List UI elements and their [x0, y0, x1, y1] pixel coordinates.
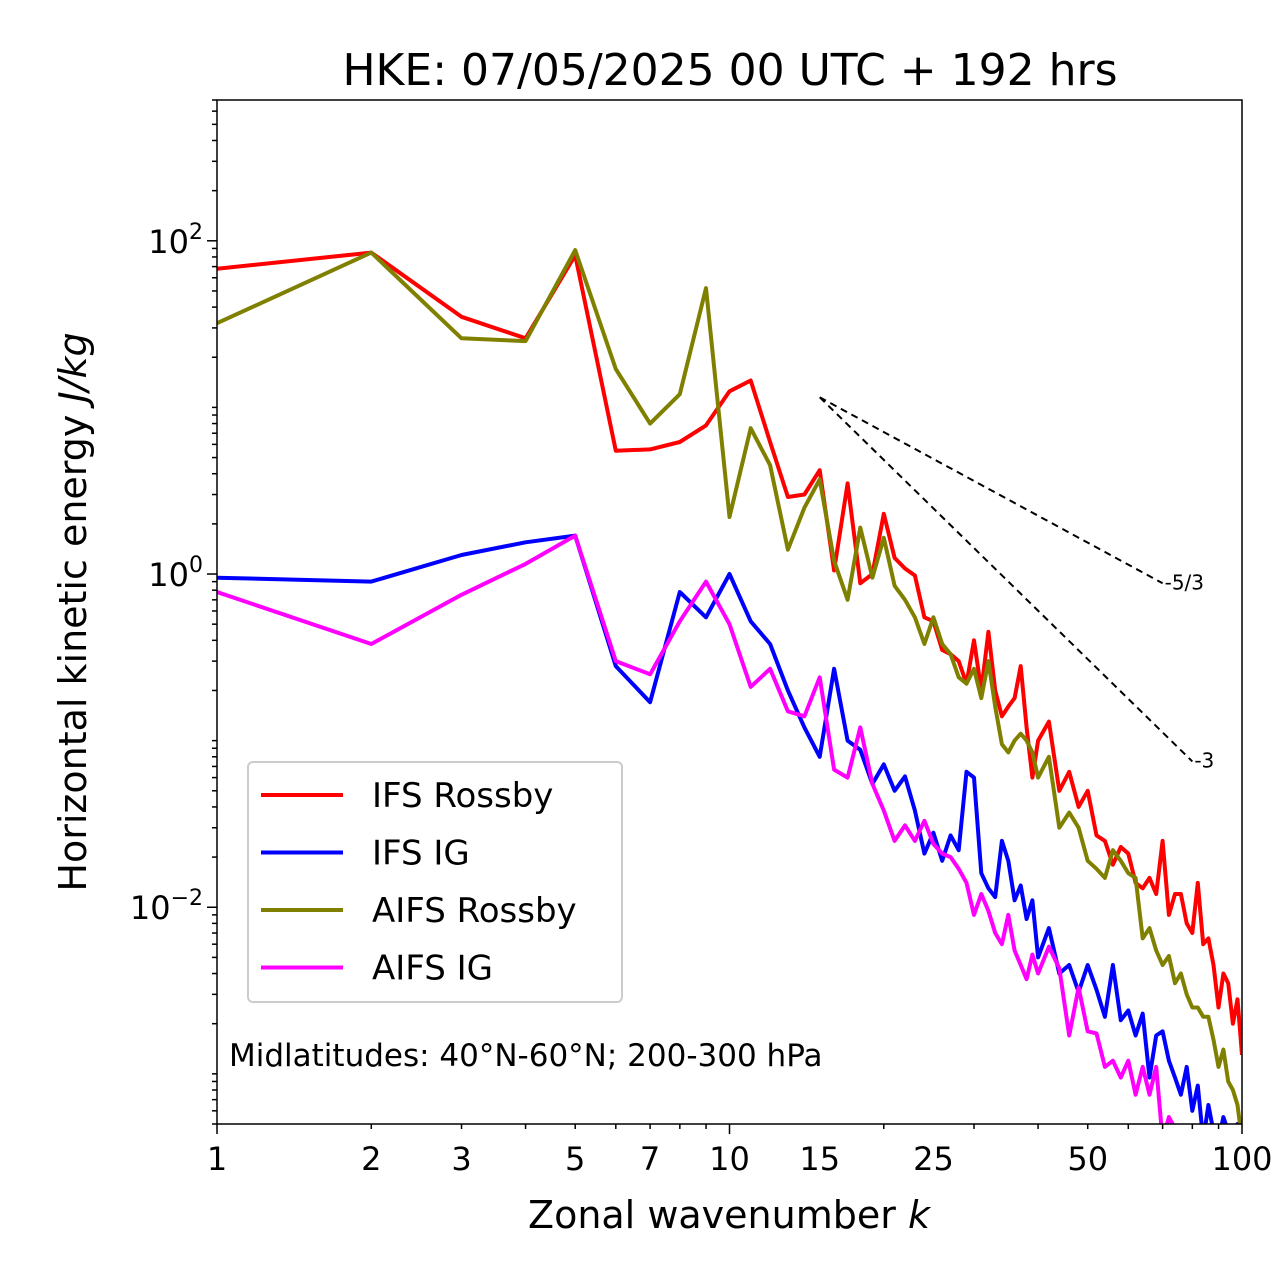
reference-slope-line-3: [819, 396, 1194, 763]
chart-title: HKE: 07/05/2025 00 UTC + 192 hrs: [342, 45, 1117, 96]
y-tick-label: 10−2: [130, 886, 203, 927]
x-tick-label: 15: [799, 1140, 840, 1178]
reference-slopes: -5/3 -3: [819, 396, 1214, 772]
x-tick-label: 7: [640, 1140, 660, 1178]
series-layer: [217, 248, 1242, 1124]
x-tick-label: 10: [709, 1140, 750, 1178]
x-tick-label: 100: [1211, 1140, 1272, 1178]
series-line-ifs-ig: [217, 533, 1240, 1124]
x-tick-label: 5: [565, 1140, 585, 1178]
reference-slope-label-3: -3: [1194, 748, 1214, 772]
series-line-ifs-rossby: [217, 250, 1242, 1056]
y-axis-label-unit: J/kg: [51, 332, 95, 409]
legend-label-ifs-ig: IFS IG: [372, 834, 470, 874]
y-tick-label: 102: [148, 220, 203, 261]
x-tick-label: 2: [361, 1140, 381, 1178]
region-annotation: Midlatitudes: 40°N-60°N; 200-300 hPa: [229, 1038, 823, 1074]
y-tick-label: 100: [148, 553, 203, 594]
series-line-aifs-rossby: [217, 248, 1242, 1124]
x-tick-label: 50: [1067, 1140, 1108, 1178]
x-tick-label: 25: [913, 1140, 954, 1178]
y-axis-label: Horizontal kinetic energy J/kg: [51, 332, 95, 891]
legend: IFS Rossby IFS IG AIFS Rossby AIFS IG: [247, 761, 623, 1003]
x-axis-label-text: Zonal wavenumber: [528, 1193, 908, 1237]
reference-slope-label-5-3: -5/3: [1165, 570, 1204, 594]
reference-slope-line-5-3: [819, 396, 1164, 585]
x-axis-label: Zonal wavenumber k: [528, 1193, 932, 1237]
plot-frame: [216, 99, 1243, 1125]
x-tick-label: 1: [207, 1140, 227, 1178]
legend-label-aifs-ig: AIFS IG: [372, 949, 493, 989]
x-axis-label-var: k: [908, 1193, 932, 1237]
legend-label-aifs-rossby: AIFS Rossby: [372, 891, 577, 931]
legend-entries: IFS Rossby IFS IG AIFS Rossby AIFS IG: [261, 776, 577, 989]
axis-ticks: 1 2 3 5 7 10 15 25 50 100 102 100 10−2: [130, 99, 1273, 1178]
y-axis-label-text: Horizontal kinetic energy: [51, 403, 95, 892]
legend-label-ifs-rossby: IFS Rossby: [372, 776, 553, 816]
series-line-aifs-ig: [217, 533, 1175, 1124]
legend-box: [247, 761, 623, 1003]
x-tick-label: 3: [451, 1140, 471, 1178]
